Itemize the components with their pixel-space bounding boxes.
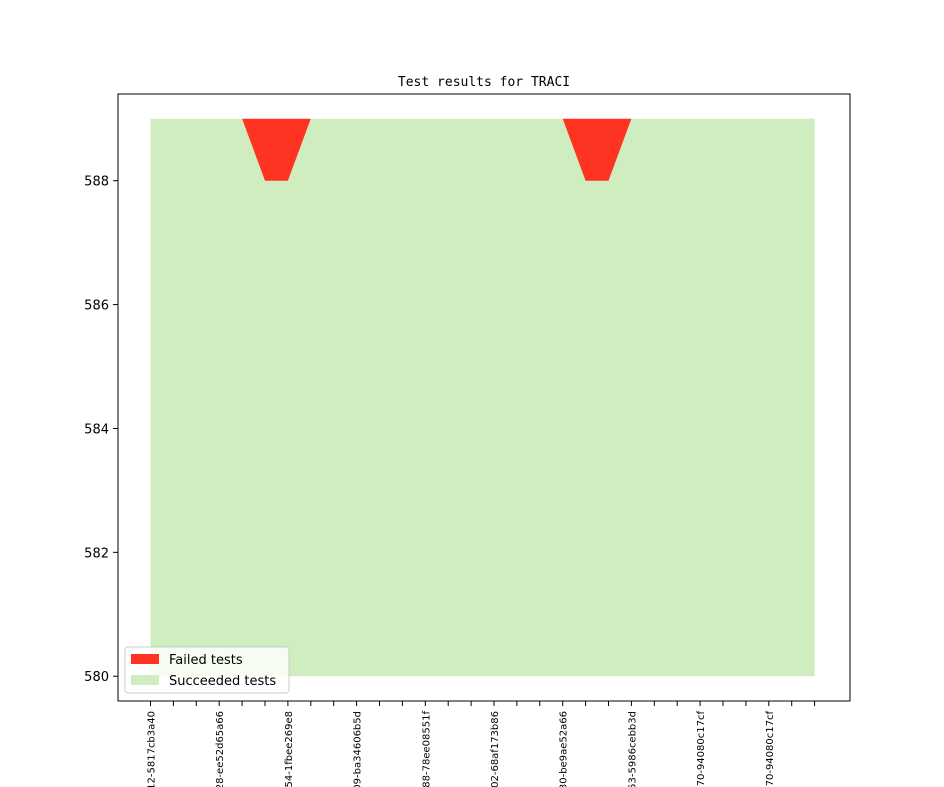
y-axis: 580 582 584 586 588 (84, 175, 118, 685)
x-tick-label: 30-be9ae52a66 (559, 711, 570, 787)
x-tick-label: 88-78ee08551f (421, 711, 432, 787)
chart-title: Test results for TRACI (398, 75, 570, 90)
legend-label: Failed tests (169, 653, 243, 668)
x-tick-label: 70-94080c17cf (765, 711, 776, 787)
y-tick-label: 580 (84, 670, 109, 685)
y-tick-label: 588 (84, 175, 109, 190)
x-axis: 12-5817cb3a40 28-ee52d65a66 54-1fbee269e8 0… (147, 701, 816, 787)
x-tick-label: 12-5817cb3a40 (147, 711, 158, 787)
y-tick-label: 584 (84, 422, 109, 437)
x-tick-label: 70-94080c17cf (696, 711, 707, 787)
failed-area (150, 118, 815, 181)
succeeded-area (150, 118, 815, 677)
legend-swatch (131, 675, 159, 685)
y-tick-label: 586 (84, 299, 109, 314)
plot-area (117, 93, 851, 702)
plot-frame (117, 93, 851, 702)
legend-box (124, 646, 290, 694)
x-tick-label: 02-68af173b86 (490, 711, 501, 787)
x-tick-label: 54-1fbee269e8 (284, 711, 295, 787)
x-tick-label: 09-ba34606b5d (353, 711, 364, 787)
x-tick-label: 53-5986cebb3d (627, 711, 638, 787)
y-tick-label: 582 (84, 546, 109, 561)
x-tick-label: 28-ee52d65a66 (215, 711, 226, 787)
legend-swatch (131, 654, 159, 664)
legend-label: Succeeded tests (169, 674, 276, 689)
legend: Failed tests Succeeded tests (124, 646, 290, 694)
